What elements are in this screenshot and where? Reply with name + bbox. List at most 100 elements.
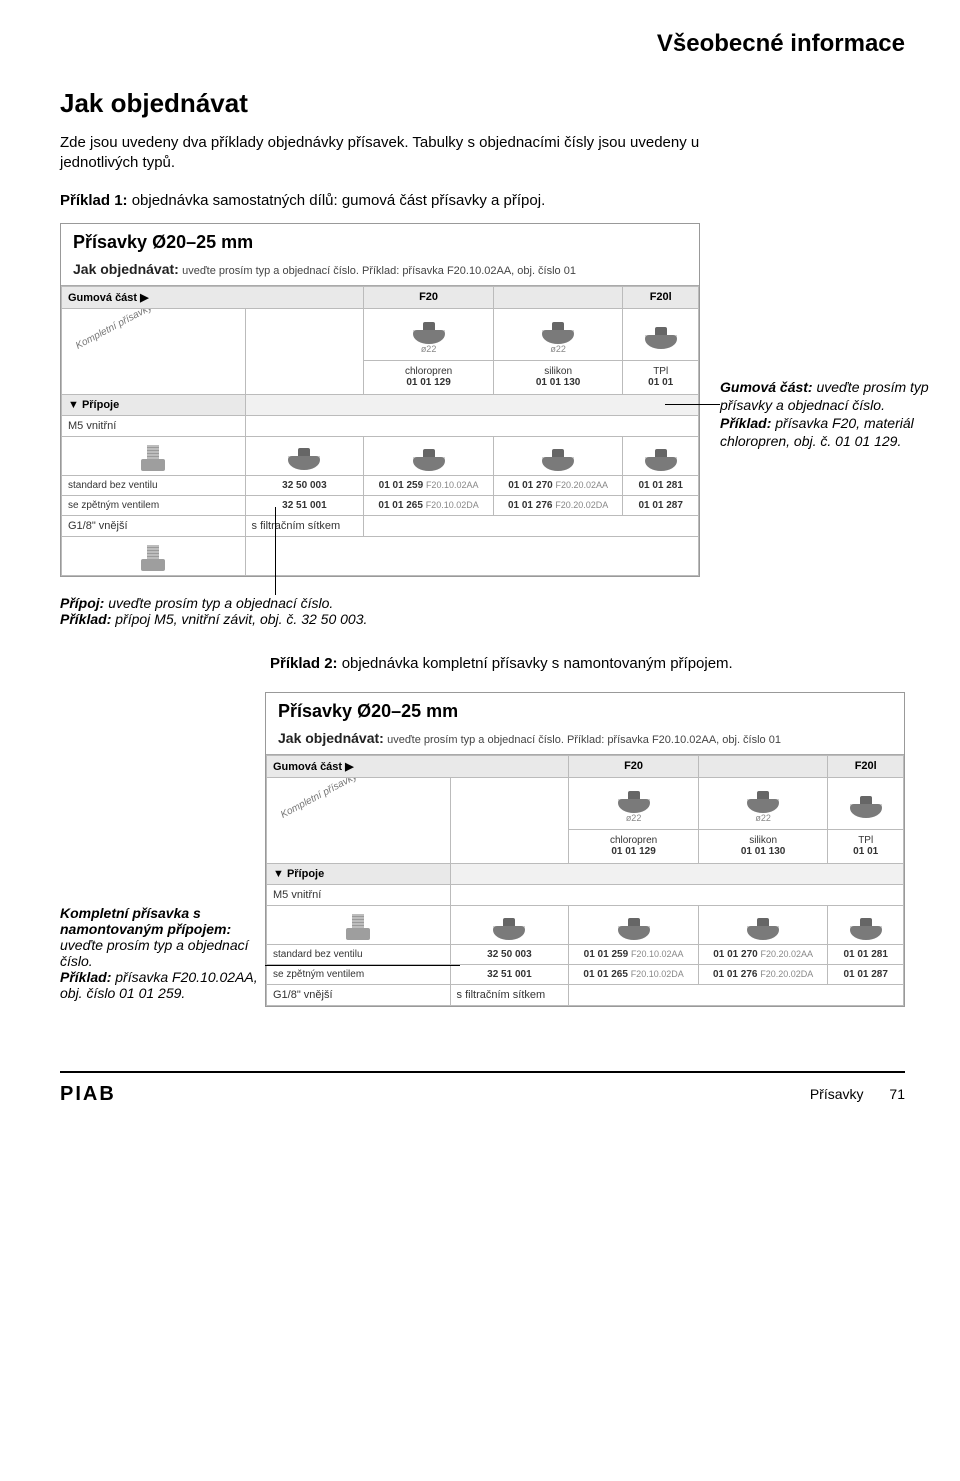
row1-n: 32 50 003 xyxy=(450,944,569,964)
code-a1: 01 01 259 xyxy=(584,949,629,960)
cell-cup-asm xyxy=(450,905,569,944)
code-a2: 01 01 265 xyxy=(378,500,423,511)
cell-diag: Kompletní přísavky xyxy=(62,308,246,394)
callout1-lead2: Příklad: xyxy=(720,415,771,431)
footer-right: Přísavky 71 xyxy=(810,1086,905,1102)
example2-lead: Příklad 2: objednávka kompletní přísavky… xyxy=(270,655,905,672)
row1-n: 32 50 003 xyxy=(245,475,364,495)
fig1-howto-text: uveďte prosím typ a objednací číslo. Pří… xyxy=(182,265,576,277)
cell-f20-2 xyxy=(698,755,828,777)
callout2-t2: přípoj M5, vnitřní závit, obj. č. 32 50 … xyxy=(111,611,367,627)
suction-cup-icon xyxy=(614,912,654,940)
code-chl: 01 01 129 xyxy=(406,377,451,388)
example2-lead-bold: Příklad 2: xyxy=(270,655,338,672)
code-b1: 01 01 270 xyxy=(713,949,758,960)
row4-fill xyxy=(245,536,698,575)
row3-label: G1/8" vnější xyxy=(267,984,451,1005)
code-n1: 32 50 003 xyxy=(282,480,327,491)
callout3-t1: uveďte prosím typ a objednací číslo. xyxy=(60,937,249,969)
code-sil: 01 01 130 xyxy=(536,377,581,388)
catalog-figure-1: Přísavky Ø20–25 mm Jak objednávat: uveďt… xyxy=(60,223,700,577)
mat-sil: silikon xyxy=(705,835,822,846)
piab-logo: PIAB xyxy=(60,1083,116,1106)
type-a2: F20.10.02DA xyxy=(426,500,479,510)
cell-m5-fill xyxy=(245,415,698,436)
fig2-title: Přísavky Ø20–25 mm xyxy=(266,693,904,724)
type-a1: F20.10.02AA xyxy=(426,480,479,490)
suction-cup-icon xyxy=(641,443,681,471)
cell-cup-asm xyxy=(245,436,364,475)
row2-b: 01 01 276 F20.20.02DA xyxy=(698,964,828,984)
row2-c: 01 01 287 xyxy=(828,964,904,984)
cell-fitting-img xyxy=(62,436,246,475)
cell-mat-chl: chloropren01 01 129 xyxy=(364,361,494,394)
cell-cup-1: ø22 xyxy=(364,308,494,361)
cell-f20-2 xyxy=(493,286,623,308)
example2-lead-rest: objednávka kompletní přísavky s namontov… xyxy=(338,655,733,672)
code-b1: 01 01 270 xyxy=(508,480,553,491)
cell-mat-tpl: TPl01 01 xyxy=(623,361,699,394)
page-title: Jak objednávat xyxy=(60,88,905,119)
cell-cup-3 xyxy=(623,308,699,361)
cell-fitting-img xyxy=(267,905,451,944)
row2-c: 01 01 287 xyxy=(623,495,699,515)
row1-b: 01 01 270 F20.20.02AA xyxy=(698,944,828,964)
callout1-lead: Gumová část: xyxy=(720,379,813,395)
page-category-header: Všeobecné informace xyxy=(60,30,905,58)
cell-cup-asm4 xyxy=(623,436,699,475)
callout-line xyxy=(265,965,460,966)
row1-label: standard bez ventilu xyxy=(267,944,451,964)
row1-label: standard bez ventilu xyxy=(62,475,246,495)
dim-22b: ø22 xyxy=(705,813,822,823)
callout-fitting: Přípoj: uveďte prosím typ a objednací čí… xyxy=(60,595,480,627)
cell-mat-sil: silikon01 01 130 xyxy=(493,361,623,394)
fitting-icon xyxy=(138,541,168,571)
cell-pripoje-fill xyxy=(245,394,698,415)
callout2-t1: uveďte prosím typ a objednací číslo. xyxy=(104,595,333,611)
type-b1: F20.20.02AA xyxy=(760,949,813,959)
cell-mat-chl: chloropren01 01 129 xyxy=(569,830,699,863)
row1-b: 01 01 270 F20.20.02AA xyxy=(493,475,623,495)
fig1-title: Přísavky Ø20–25 mm xyxy=(61,224,699,255)
code-n2: 32 51 001 xyxy=(487,969,532,980)
cell-cup-1: ø22 xyxy=(569,777,699,830)
suction-cup-icon xyxy=(846,912,886,940)
fig1-table: Gumová část ▶ F20 F20l Kompletní přísavk… xyxy=(61,286,699,576)
fig2-howto-label: Jak objednávat: xyxy=(278,730,384,746)
footer-section-label: Přísavky xyxy=(810,1086,864,1102)
callout3-lead2: Příklad: xyxy=(60,969,111,985)
row1-a: 01 01 259 F20.10.02AA xyxy=(364,475,494,495)
suction-cup-icon xyxy=(538,316,578,344)
row3-b: s filtračním sítkem xyxy=(450,984,569,1005)
diag-label: Kompletní přísavky xyxy=(74,308,154,351)
code-n1: 32 50 003 xyxy=(487,949,532,960)
cell-f20: F20 xyxy=(364,286,494,308)
footer-rule xyxy=(60,1071,905,1073)
row3-fill xyxy=(364,515,699,536)
callout-line xyxy=(665,404,720,405)
code-a2: 01 01 265 xyxy=(583,969,628,980)
mat-sil: silikon xyxy=(500,366,617,377)
code-n2: 32 51 001 xyxy=(282,500,327,511)
cell-diag: Kompletní přísavky xyxy=(267,777,451,863)
cell-gumova: Gumová část ▶ xyxy=(62,286,364,308)
suction-cup-icon xyxy=(409,316,449,344)
cell-mat-sil: silikon01 01 130 xyxy=(698,830,828,863)
mat-chl: chloropren xyxy=(370,366,487,377)
mat-tpl: TPl xyxy=(629,366,692,377)
fig2-howto: Jak objednávat: uveďte prosím typ a obje… xyxy=(266,724,904,755)
row2-b: 01 01 276 F20.20.02DA xyxy=(493,495,623,515)
row3-fill xyxy=(569,984,904,1005)
cell-empty xyxy=(245,308,364,394)
fig2-table: Gumová část ▶ F20 F20l Kompletní přísavk… xyxy=(266,755,904,1006)
code-sil: 01 01 130 xyxy=(741,846,786,857)
code-c1: 01 01 281 xyxy=(843,949,888,960)
example1-lead-rest: objednávka samostatných dílů: gumová čás… xyxy=(128,192,546,209)
fig1-howto-label: Jak objednávat: xyxy=(73,261,179,277)
cell-cup-3 xyxy=(828,777,904,830)
suction-cup-icon xyxy=(743,785,783,813)
suction-cup-icon xyxy=(614,785,654,813)
cell-mat-tpl: TPl01 01 xyxy=(828,830,904,863)
cell-f20l: F20l xyxy=(623,286,699,308)
callout2-lead: Přípoj: xyxy=(60,595,104,611)
